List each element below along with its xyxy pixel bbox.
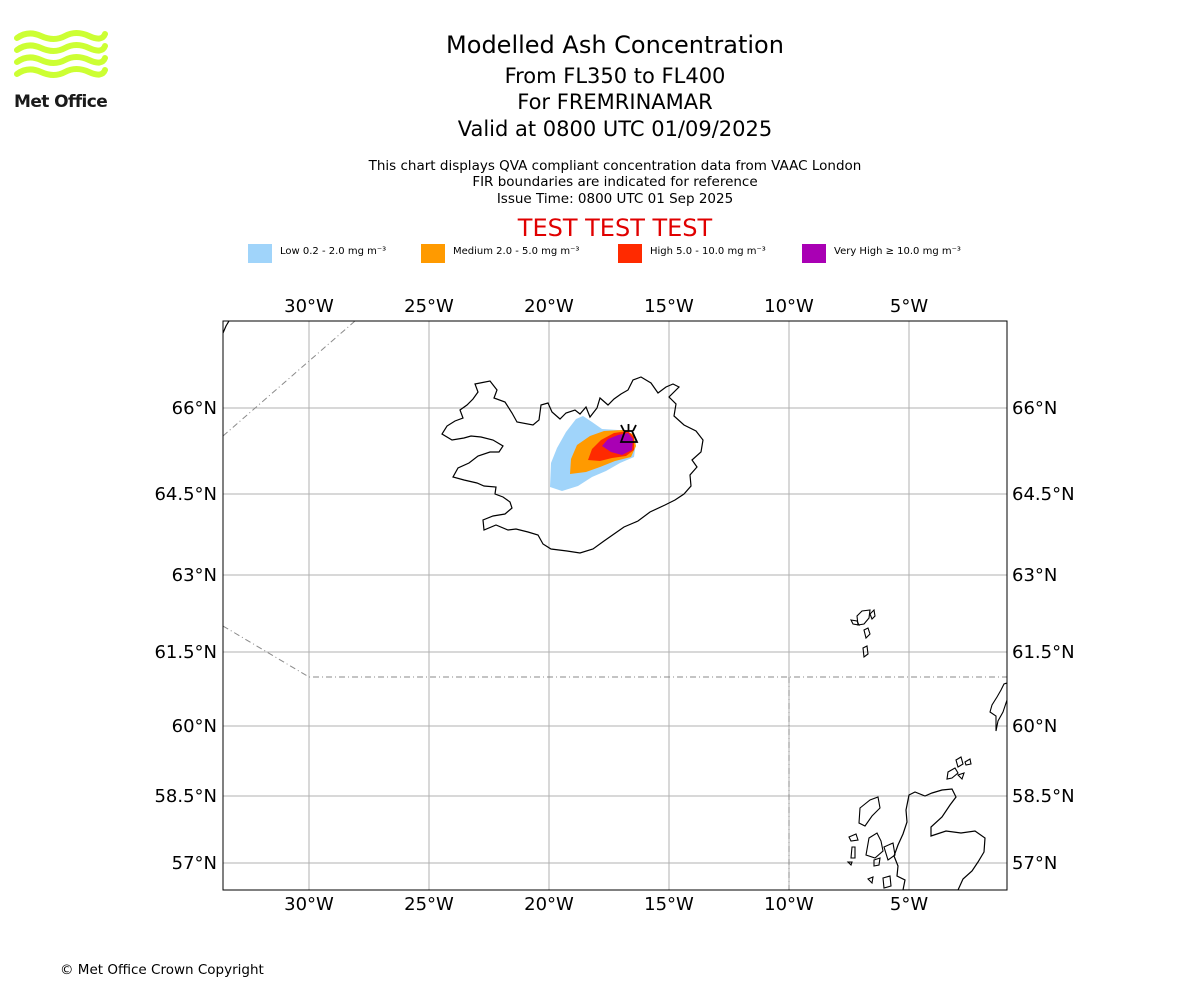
lon-label: 10°W [764, 296, 814, 317]
map-background [223, 321, 1007, 890]
lat-label: 63°N [172, 565, 217, 586]
met-office-waves-icon [14, 30, 108, 78]
lat-label: 63°N [1012, 565, 1057, 586]
met-office-logo: Met Office [14, 28, 110, 112]
volcano-name: For FREMRINAMAR [517, 90, 713, 114]
lon-label: 25°W [404, 894, 454, 915]
legend-swatch-very-high [802, 244, 826, 263]
flight-level-range: From FL350 to FL400 [504, 64, 726, 88]
lon-label: 5°W [890, 894, 928, 915]
volcano-icon [619, 424, 639, 443]
lon-label: 25°W [404, 296, 454, 317]
ash-very-high-region [602, 433, 633, 455]
issue-time: Issue Time: 0800 UTC 01 Sep 2025 [496, 191, 734, 207]
fir-boundaries [223, 321, 1007, 890]
legend-label-high: High 5.0 - 10.0 mg m⁻³ [650, 246, 766, 257]
lon-label: 10°W [764, 894, 814, 915]
copyright-notice: © Met Office Crown Copyright [60, 962, 264, 978]
lon-label: 30°W [284, 296, 334, 317]
map-gridlines [223, 321, 1007, 890]
lat-label: 58.5°N [154, 786, 217, 807]
lon-label: 5°W [890, 296, 928, 317]
lon-label: 30°W [284, 894, 334, 915]
lat-labels-right: 66°N 64.5°N 63°N 61.5°N 60°N 58.5°N 57°N [1012, 398, 1075, 874]
orkney-islands [946, 756, 972, 781]
test-banner: TEST TEST TEST [517, 214, 713, 242]
lat-label: 64.5°N [1012, 484, 1075, 505]
legend-label-very-high: Very High ≥ 10.0 mg m⁻³ [834, 246, 961, 257]
lat-labels-left: 66°N 64.5°N 63°N 61.5°N 60°N 58.5°N 57°N [154, 398, 217, 874]
legend-label-low: Low 0.2 - 2.0 mg m⁻³ [280, 246, 387, 257]
shetland-islands [989, 682, 1007, 732]
lat-label: 60°N [1012, 716, 1057, 737]
lat-label: 61.5°N [154, 642, 217, 663]
lat-label: 58.5°N [1012, 786, 1075, 807]
lon-labels-top: 30°W 25°W 20°W 15°W 10°W 5°W [284, 296, 928, 317]
lat-label: 61.5°N [1012, 642, 1075, 663]
lat-label: 66°N [172, 398, 217, 419]
iceland-coastline [441, 376, 704, 554]
lat-label: 64.5°N [154, 484, 217, 505]
lon-label: 20°W [524, 894, 574, 915]
hebrides-islands [846, 796, 896, 889]
legend-label-medium: Medium 2.0 - 5.0 mg m⁻³ [453, 246, 580, 257]
greenland-coastline [223, 321, 230, 334]
lon-label: 20°W [524, 296, 574, 317]
faroe-islands [850, 608, 876, 659]
lon-labels-bottom: 30°W 25°W 20°W 15°W 10°W 5°W [284, 894, 928, 915]
lat-label: 57°N [1012, 853, 1057, 874]
chart-title: Modelled Ash Concentration [446, 31, 784, 59]
lat-label: 60°N [172, 716, 217, 737]
legend-swatch-low [248, 244, 272, 263]
lat-label: 66°N [1012, 398, 1057, 419]
lat-label: 57°N [172, 853, 217, 874]
valid-time: Valid at 0800 UTC 01/09/2025 [457, 117, 773, 141]
lon-label: 15°W [644, 296, 694, 317]
chart-description: This chart displays QVA compliant concen… [368, 158, 862, 174]
fir-note: FIR boundaries are indicated for referen… [472, 174, 758, 190]
lon-label: 15°W [644, 894, 694, 915]
map-frame [222, 320, 1008, 891]
legend-swatch-medium [421, 244, 445, 263]
logo-text: Met Office [14, 92, 108, 112]
legend-swatch-high [618, 244, 642, 263]
